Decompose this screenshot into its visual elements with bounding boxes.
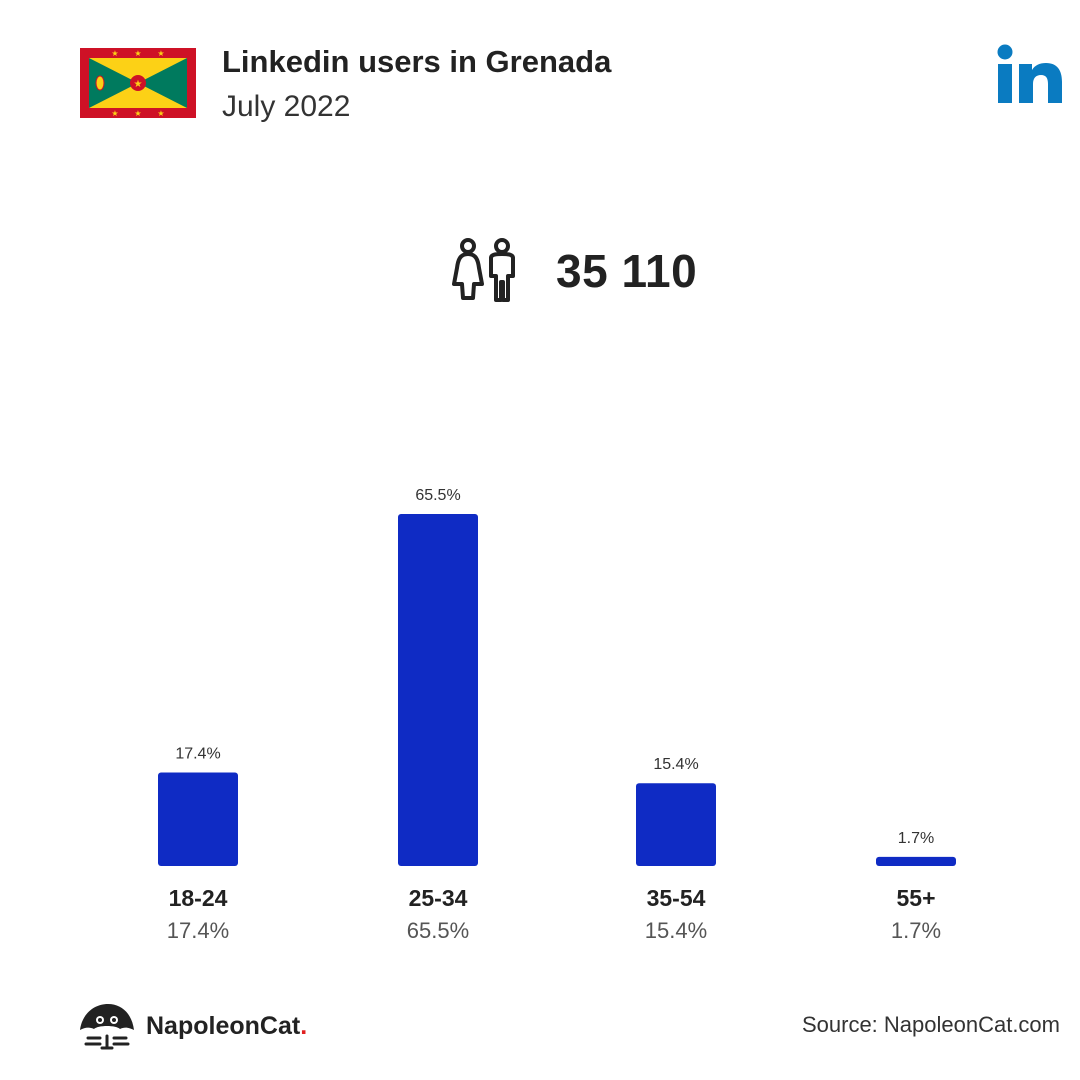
category-percent: 15.4% [645, 918, 707, 943]
napoleoncat-logo: NapoleonCat. [78, 1000, 307, 1052]
grenada-flag-icon: ★ ★ ★ ★ ★ ★ ★ [80, 48, 196, 118]
category-label: 25-34 [409, 885, 468, 911]
brand-dot: . [300, 1011, 308, 1040]
category-label: 55+ [896, 885, 935, 911]
bar-18-24 [158, 772, 238, 866]
category-percent: 17.4% [167, 918, 229, 943]
svg-text:★: ★ [157, 109, 164, 118]
data-label: 65.5% [415, 487, 460, 504]
bar-25-34 [398, 514, 478, 866]
svg-text:★: ★ [111, 49, 118, 58]
users-icon [452, 238, 515, 302]
category-label: 18-24 [169, 885, 228, 911]
total-users-value: 35 110 [556, 245, 698, 297]
data-label: 1.7% [898, 830, 934, 847]
bar-55+ [876, 856, 956, 866]
svg-text:★: ★ [111, 109, 118, 118]
svg-text:★: ★ [134, 79, 143, 90]
category-percent: 1.7% [891, 918, 941, 943]
brand-name: NapoleonCat. [146, 1012, 307, 1041]
category-percent: 65.5% [407, 918, 469, 943]
source-text: Source: NapoleonCat.com [801, 1012, 1060, 1037]
page-title: Linkedin users in Grenada [222, 44, 612, 79]
svg-text:★: ★ [134, 49, 141, 58]
bar-35-54 [636, 783, 716, 866]
total-users-block: 35 110 [450, 236, 697, 306]
svg-text:★: ★ [134, 109, 141, 118]
linkedin-logo-icon [997, 44, 1062, 103]
data-label: 17.4% [175, 745, 220, 762]
brand-name-text: NapoleonCat [146, 1011, 301, 1040]
napoleoncat-logo-icon [80, 1004, 134, 1050]
data-label: 15.4% [653, 756, 698, 773]
svg-text:★: ★ [157, 49, 164, 58]
category-label: 35-54 [647, 885, 706, 911]
page-subtitle: July 2022 [222, 90, 351, 123]
